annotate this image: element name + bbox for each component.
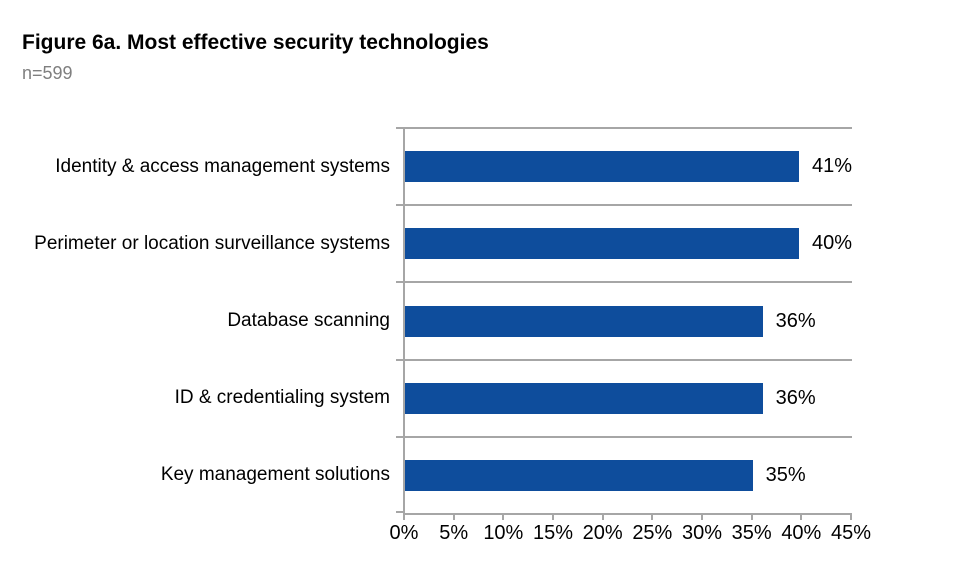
value-label: 36% bbox=[775, 309, 816, 332]
category-label: Identity & access management systems bbox=[55, 155, 390, 177]
value-label: 40% bbox=[811, 232, 852, 255]
chart-row: Identity & access management systems 41% bbox=[55, 127, 852, 204]
x-axis-tick bbox=[452, 513, 455, 520]
bars-container: Identity & access management systems 41% P… bbox=[34, 127, 852, 513]
category-axis-tick bbox=[396, 127, 405, 129]
x-axis-tick-label: 5% bbox=[439, 522, 469, 544]
x-axis-tick bbox=[701, 513, 703, 520]
chart-row: Database scanning 36% bbox=[227, 281, 852, 358]
plot-area: Identity & access management systems 41% P… bbox=[34, 127, 871, 544]
sample-size-label: n=599 bbox=[22, 63, 73, 83]
category-label: Key management solutions bbox=[160, 464, 390, 486]
x-axis-tick-label: 15% bbox=[532, 522, 573, 544]
x-axis-tick bbox=[502, 513, 505, 520]
chart-row: Perimeter or location surveillance syste… bbox=[34, 204, 852, 281]
chart-row: Key management solutions 35% bbox=[161, 435, 852, 513]
figure-title: Figure 6a. Most effective security techn… bbox=[22, 31, 489, 54]
category-axis-tick bbox=[396, 435, 405, 438]
x-axis-tick bbox=[551, 513, 554, 520]
value-label: 41% bbox=[811, 155, 852, 178]
x-axis-tick-label: 10% bbox=[483, 522, 524, 544]
x-axis-tick-label: 25% bbox=[632, 522, 673, 544]
bar bbox=[405, 228, 799, 260]
category-axis-tick bbox=[396, 358, 405, 361]
category-axis-tick bbox=[396, 204, 405, 207]
value-label: 36% bbox=[775, 386, 816, 409]
x-axis-tick-label: 45% bbox=[830, 522, 872, 544]
bar bbox=[405, 151, 799, 183]
category-axis-tick bbox=[396, 281, 405, 284]
x-axis-tick bbox=[850, 513, 852, 520]
chart-row: ID & credentialing system 36% bbox=[175, 358, 852, 436]
bar bbox=[405, 382, 763, 414]
x-axis-tick bbox=[800, 513, 803, 520]
category-axis-tick bbox=[396, 511, 405, 513]
x-axis-tick-label: 20% bbox=[582, 522, 623, 544]
x-axis-tick bbox=[601, 513, 604, 520]
bar bbox=[405, 305, 763, 337]
x-axis-tick-label: 40% bbox=[781, 522, 822, 544]
x-axis-tick bbox=[403, 513, 405, 520]
x-axis-tick-label: 35% bbox=[731, 522, 772, 544]
category-label: Database scanning bbox=[227, 310, 390, 331]
category-label: ID & credentialing system bbox=[174, 387, 390, 409]
value-label: 35% bbox=[765, 463, 806, 486]
category-label: Perimeter or location surveillance syste… bbox=[34, 232, 390, 254]
x-axis-tick bbox=[651, 513, 654, 520]
x-axis-tick-label: 0% bbox=[389, 522, 419, 544]
bar bbox=[405, 459, 753, 491]
x-axis-tick bbox=[750, 513, 753, 520]
x-axis-tick-label: 30% bbox=[681, 522, 723, 544]
